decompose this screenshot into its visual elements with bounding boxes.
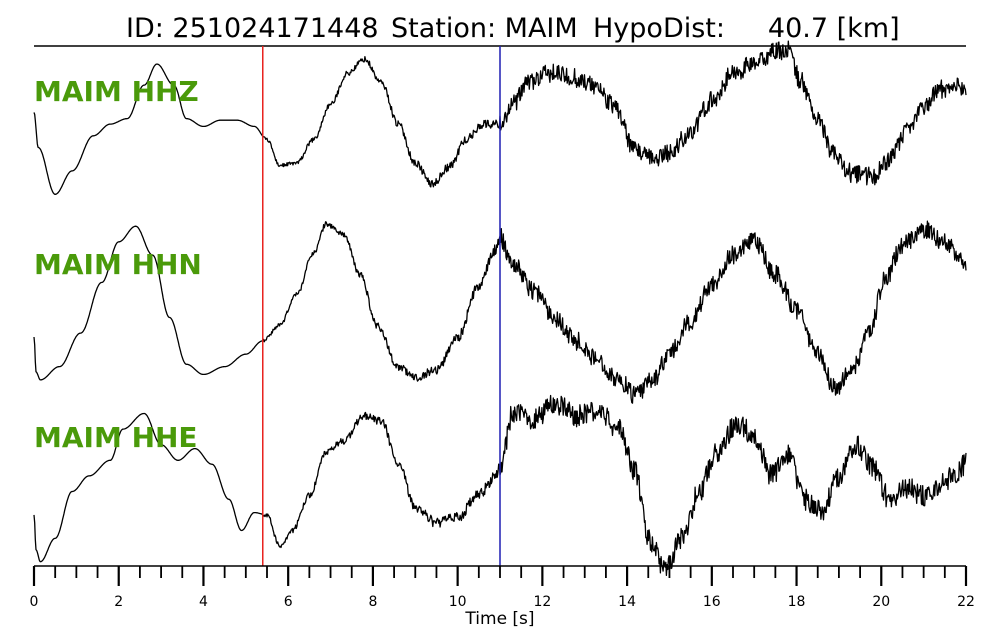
x-tick-label: 10 xyxy=(449,594,467,610)
time-axis: 0 2 4 6 8 10 12 14 16 18 20 22 xyxy=(30,565,975,610)
x-axis-label: Time [s] xyxy=(464,609,534,629)
x-tick-label: 8 xyxy=(368,594,377,610)
x-tick-label: 16 xyxy=(703,594,721,610)
phase-pick-group xyxy=(262,46,501,566)
x-tick-label: 18 xyxy=(788,594,806,610)
x-tick-label: 6 xyxy=(284,594,293,610)
x-tick-label: 22 xyxy=(957,594,975,610)
x-tick-label: 4 xyxy=(199,594,208,610)
channel-label-group: MAIM HHZ MAIM HHN MAIM HHE xyxy=(34,75,202,454)
channel-label-hhn: MAIM HHN xyxy=(34,248,202,281)
x-tick-label: 12 xyxy=(533,594,551,610)
x-tick-label: 0 xyxy=(30,594,39,610)
title-event-id: ID: 251024171448 xyxy=(126,13,379,44)
title-station: Station: MAIM xyxy=(391,13,578,44)
x-tick-label: 14 xyxy=(618,594,636,610)
channel-label-hhe: MAIM HHE xyxy=(34,421,198,454)
x-tick-label: 2 xyxy=(114,594,123,610)
title-hypodist: HypoDist: 40.7 [km] xyxy=(593,13,900,44)
channel-label-hhz: MAIM HHZ xyxy=(34,75,199,108)
x-tick-label: 20 xyxy=(872,594,890,610)
